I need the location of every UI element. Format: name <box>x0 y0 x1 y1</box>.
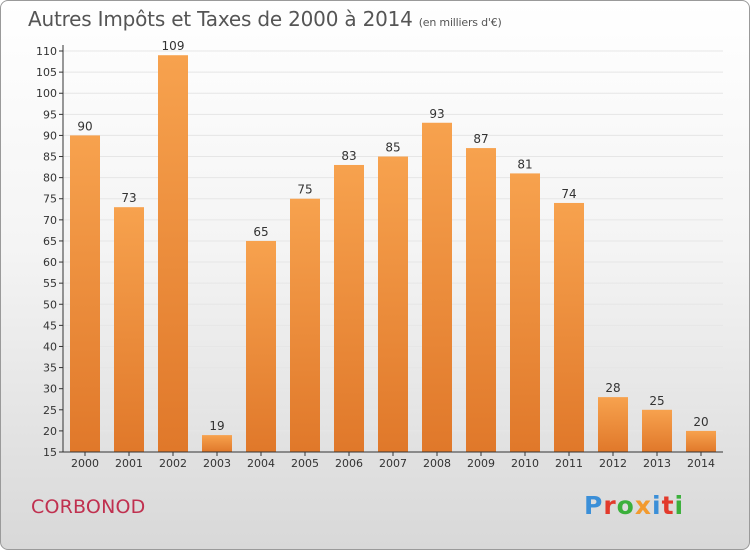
y-tick-label: 35 <box>43 362 57 375</box>
bar <box>246 240 276 452</box>
logo-letter: o <box>616 491 635 520</box>
y-tick-label: 60 <box>43 256 57 269</box>
x-tick-label: 2000 <box>71 457 99 470</box>
y-tick-label: 95 <box>43 108 57 121</box>
y-tick-label: 90 <box>43 129 57 142</box>
proxiti-logo[interactable]: Proxiti <box>584 491 684 520</box>
value-label: 87 <box>473 132 488 146</box>
x-tick-label: 2002 <box>159 457 187 470</box>
value-label: 93 <box>429 107 444 121</box>
y-tick-label: 105 <box>36 66 57 79</box>
bar <box>422 122 452 452</box>
bar <box>334 164 364 452</box>
y-tick-label: 65 <box>43 235 57 248</box>
y-tick-label: 100 <box>36 87 57 100</box>
y-tick-label: 50 <box>43 298 57 311</box>
y-tick-label: 25 <box>43 404 57 417</box>
x-tick-label: 2005 <box>291 457 319 470</box>
y-tick-label: 15 <box>43 446 57 459</box>
logo-letter: i <box>652 491 662 520</box>
value-label: 109 <box>162 39 185 53</box>
bar <box>158 55 188 452</box>
chart-title: Autres Impôts et Taxes de 2000 à 2014 (en… <box>28 7 502 31</box>
logo-letter: P <box>584 491 604 520</box>
bar <box>70 135 100 452</box>
y-tick-label: 30 <box>43 383 57 396</box>
x-tick-label: 2007 <box>379 457 407 470</box>
value-label: 19 <box>209 419 224 433</box>
bar <box>202 435 232 452</box>
logo-letter: i <box>674 491 685 520</box>
bar <box>686 430 716 452</box>
y-tick-label: 55 <box>43 277 57 290</box>
logo-letter: r <box>603 491 617 520</box>
value-label: 74 <box>561 187 576 201</box>
y-tick-label: 110 <box>36 45 57 58</box>
y-tick-label: 20 <box>43 425 57 438</box>
bar <box>554 202 584 452</box>
logo-letter: t <box>661 491 675 520</box>
bar <box>290 198 320 452</box>
y-tick-label: 85 <box>43 151 57 164</box>
value-label: 85 <box>385 141 400 155</box>
bar <box>510 173 540 452</box>
chart-unit: (en milliers d'€) <box>418 16 502 29</box>
bar <box>114 207 144 452</box>
y-tick-label: 75 <box>43 193 57 206</box>
value-label: 28 <box>605 381 620 395</box>
x-tick-label: 2012 <box>599 457 627 470</box>
value-label: 65 <box>253 225 268 239</box>
axes: 15 20 25 30 35 40 45 50 55 60 65 70 75 80 85 90 95 100 105… <box>36 45 723 470</box>
bar <box>378 156 408 453</box>
y-tick-label: 45 <box>43 319 57 332</box>
value-label: 25 <box>649 394 664 408</box>
commune-name: CORBONOD <box>31 496 146 518</box>
data-labels: 90 73 109 19 65 75 83 85 93 87 81 74 28 25 20 <box>77 39 708 433</box>
bar <box>466 148 496 452</box>
y-tick-label: 70 <box>43 214 57 227</box>
x-tick-label: 2006 <box>335 457 363 470</box>
x-tick-label: 2010 <box>511 457 539 470</box>
logo-letter: x <box>634 491 652 520</box>
bars <box>70 55 716 453</box>
x-tick-label: 2008 <box>423 457 451 470</box>
x-tick-label: 2013 <box>643 457 671 470</box>
bar <box>642 409 672 452</box>
x-tick-label: 2004 <box>247 457 275 470</box>
x-tick-label: 2011 <box>555 457 583 470</box>
x-tick-label: 2009 <box>467 457 495 470</box>
x-tick-label: 2001 <box>115 457 143 470</box>
value-label: 90 <box>77 119 92 133</box>
bar <box>598 397 628 452</box>
y-tick-label: 40 <box>43 340 57 353</box>
value-label: 73 <box>121 191 136 205</box>
y-tick-label: 80 <box>43 172 57 185</box>
value-label: 20 <box>693 415 708 429</box>
value-label: 83 <box>341 149 356 163</box>
x-tick-label: 2014 <box>687 457 715 470</box>
value-label: 81 <box>517 157 532 171</box>
value-label: 75 <box>297 183 312 197</box>
x-tick-label: 2003 <box>203 457 231 470</box>
chart-title-text: Autres Impôts et Taxes de 2000 à 2014 <box>28 7 413 31</box>
